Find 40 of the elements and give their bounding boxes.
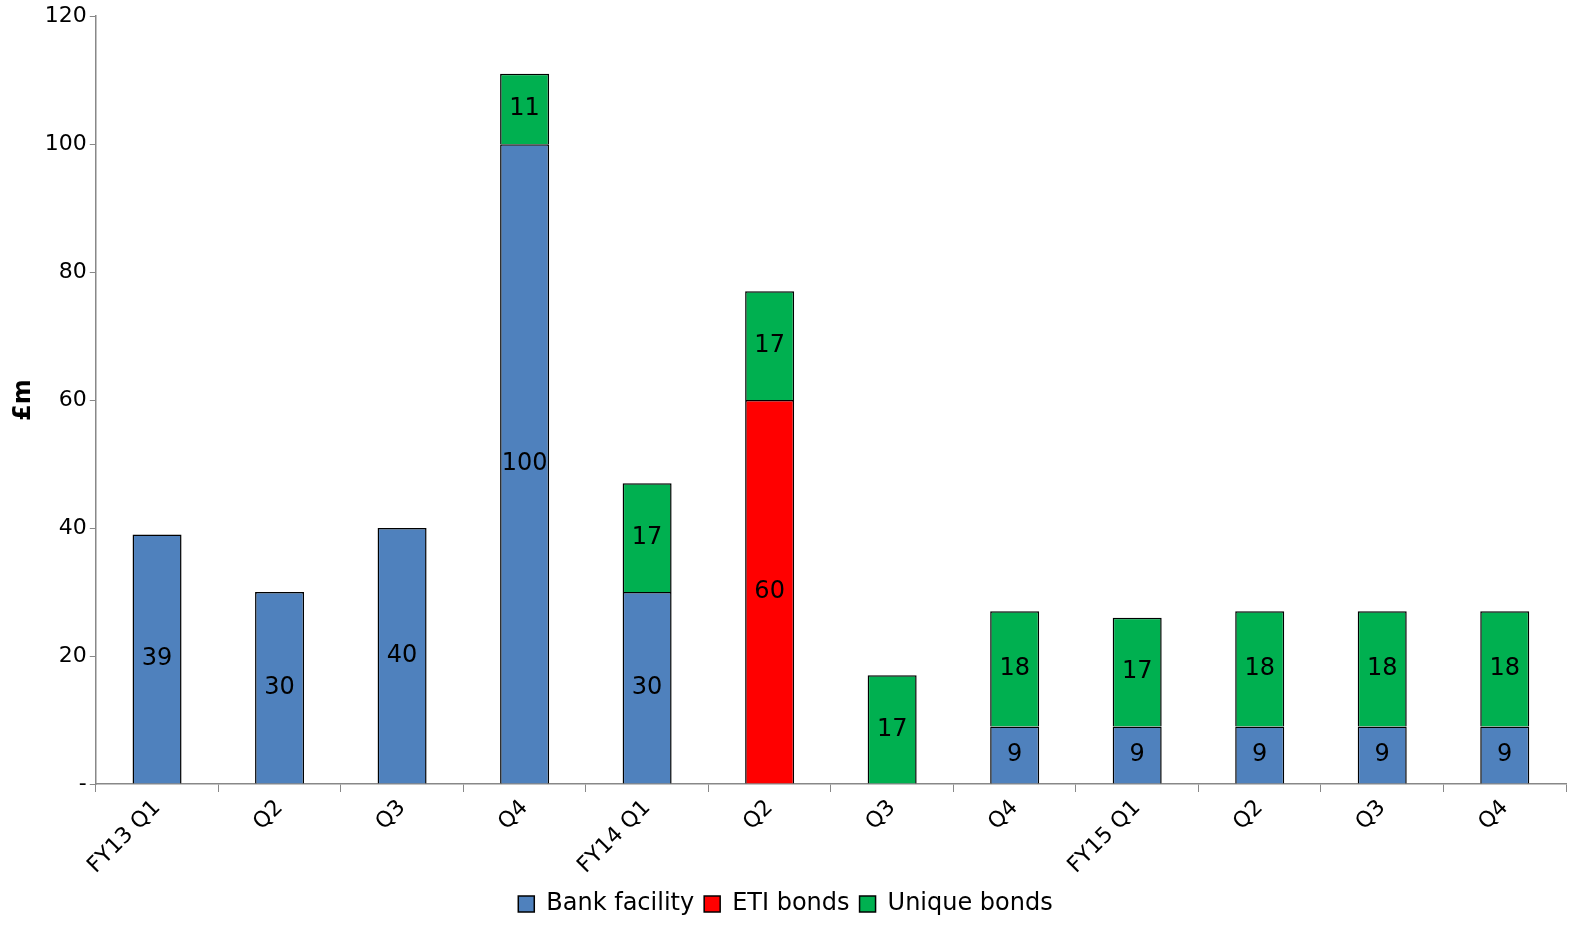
data-label: 18 [1366,653,1398,682]
data-label: 17 [1121,656,1153,685]
x-tick-label: Q4 [492,794,533,835]
data-label: 60 [754,576,785,605]
x-tick-label: Q4 [1472,794,1513,835]
y-tick-label: - [78,769,87,795]
x-tick-label: Q2 [247,794,288,835]
data-label: 18 [999,653,1030,682]
x-tick-label: Q4 [982,794,1023,835]
data-label: 39 [141,643,173,672]
legend-label: ETI bonds [732,888,850,917]
x-tick-label: Q3 [1349,794,1390,835]
data-label: 18 [1244,653,1275,682]
y-tick-label: 80 [58,257,87,283]
data-label: 9 [1129,739,1145,768]
data-label: 9 [1497,739,1513,768]
y-axis-title: £m [7,379,36,421]
data-label: 9 [1007,739,1023,768]
data-label: 18 [1489,653,1521,682]
y-tick-label: 60 [58,385,87,411]
data-label: 9 [1374,739,1390,768]
data-label: 9 [1252,739,1268,768]
y-tick-label: 40 [58,513,87,539]
x-tick-label: Q2 [1227,794,1268,835]
x-tick-label: Q3 [369,794,410,835]
data-label: 17 [631,521,663,550]
data-label: 11 [509,93,540,122]
data-label: 100 [501,448,548,477]
y-tick-label: 120 [44,1,87,27]
y-tick-label: 20 [58,641,87,667]
x-tick-label: Q2 [737,794,778,835]
legend-label: Bank facility [546,888,695,917]
data-label: 30 [631,672,663,701]
legend-label: Unique bonds [887,888,1053,917]
data-label: 40 [386,640,418,669]
data-label: 30 [264,672,295,701]
x-tick-label: Q3 [859,794,900,835]
y-tick-label: 100 [44,129,87,155]
data-label: 17 [754,329,785,358]
data-label: 17 [876,713,908,742]
